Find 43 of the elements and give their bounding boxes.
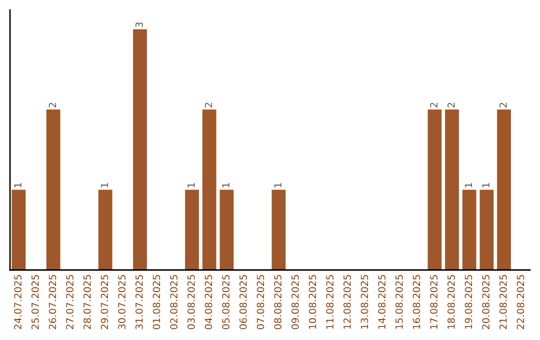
x-tick-label: 27.07.2025 bbox=[66, 275, 74, 330]
x-tick-label: 22.08.2025 bbox=[516, 275, 524, 330]
x-tick-label: 03.08.2025 bbox=[187, 275, 195, 330]
x-tick-label: 28.07.2025 bbox=[83, 275, 91, 330]
x-tick-label: 20.08.2025 bbox=[482, 275, 490, 330]
x-tick-label: 17.08.2025 bbox=[430, 275, 438, 329]
x-tick-label: 11.08.2025 bbox=[326, 275, 334, 329]
data-label: 1 bbox=[14, 183, 22, 188]
x-tick-label: 09.08.2025 bbox=[291, 275, 299, 330]
data-label: 2 bbox=[430, 102, 438, 108]
x-tick-label: 10.08.2025 bbox=[308, 275, 316, 329]
x-tick-label: 02.08.2025 bbox=[170, 275, 178, 330]
data-label: 1 bbox=[188, 183, 195, 188]
x-tick-label: 14.08.2025 bbox=[378, 275, 386, 329]
x-tick-label: 24.07.2025 bbox=[14, 275, 22, 330]
x-tick-label: 31.07.2025 bbox=[135, 275, 143, 330]
data-label: 1 bbox=[482, 183, 490, 188]
x-tick-label: 29.07.2025 bbox=[100, 275, 108, 330]
x-tick-label: 30.07.2025 bbox=[118, 275, 126, 330]
data-label: 1 bbox=[222, 183, 230, 188]
data-label: 2 bbox=[447, 102, 455, 108]
x-tick-label: 04.08.2025 bbox=[204, 275, 212, 330]
x-tick-label: 08.08.2025 bbox=[274, 275, 282, 330]
x-tick-label: 15.08.2025 bbox=[395, 275, 403, 329]
x-tick-label: 05.08.2025 bbox=[222, 275, 230, 330]
x-tick-label: 06.08.2025 bbox=[239, 275, 247, 330]
x-tick-label: 19.08.2025 bbox=[464, 275, 472, 329]
x-tick-label: 01.08.2025 bbox=[152, 275, 160, 330]
data-label: 2 bbox=[499, 102, 507, 108]
data-label: 1 bbox=[274, 183, 282, 188]
data-label: 1 bbox=[100, 183, 108, 188]
data-label: 3 bbox=[135, 22, 143, 28]
x-tick-label: 21.08.2025 bbox=[499, 275, 507, 330]
x-tick-label: 25.07.2025 bbox=[31, 275, 39, 330]
x-tick-label: 12.08.2025 bbox=[343, 275, 351, 329]
x-tick-label: 13.08.2025 bbox=[360, 275, 368, 329]
x-tick-label: 07.08.2025 bbox=[256, 275, 264, 330]
x-tick-label: 16.08.2025 bbox=[412, 275, 420, 329]
x-tick-label: 26.07.2025 bbox=[48, 275, 56, 330]
data-label: 2 bbox=[204, 102, 212, 108]
x-tick-label: 18.08.2025 bbox=[447, 275, 455, 329]
data-label: 2 bbox=[48, 102, 56, 108]
data-label: 1 bbox=[464, 183, 472, 188]
